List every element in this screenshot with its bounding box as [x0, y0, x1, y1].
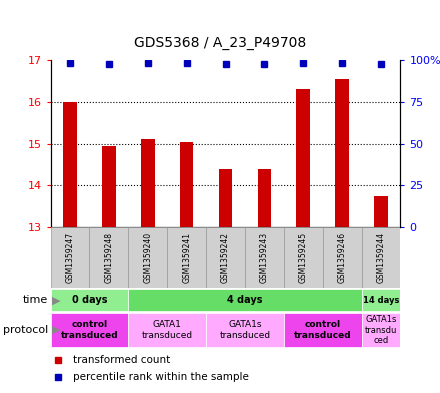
- Text: GSM1359245: GSM1359245: [299, 232, 308, 283]
- Text: percentile rank within the sample: percentile rank within the sample: [73, 372, 249, 382]
- Bar: [89, 227, 128, 288]
- Text: GSM1359248: GSM1359248: [104, 232, 114, 283]
- Bar: [245, 227, 284, 288]
- Bar: [180, 141, 194, 227]
- Text: GSM1359246: GSM1359246: [337, 232, 347, 283]
- Bar: [284, 313, 362, 347]
- Text: 14 days: 14 days: [363, 296, 399, 305]
- Text: control
transduced: control transduced: [61, 320, 118, 340]
- Text: transformed count: transformed count: [73, 355, 171, 365]
- Bar: [362, 313, 400, 347]
- Bar: [51, 289, 128, 311]
- Text: GDS5368 / A_23_P49708: GDS5368 / A_23_P49708: [134, 36, 306, 50]
- Text: control
transduced: control transduced: [294, 320, 352, 340]
- Text: GATA1s
transduced: GATA1s transduced: [220, 320, 271, 340]
- Bar: [51, 227, 89, 288]
- Bar: [51, 313, 128, 347]
- Bar: [128, 227, 167, 288]
- Text: GSM1359241: GSM1359241: [182, 232, 191, 283]
- Bar: [141, 140, 154, 227]
- Bar: [219, 169, 232, 227]
- Bar: [63, 102, 77, 227]
- Bar: [335, 79, 349, 227]
- Text: ▶: ▶: [51, 325, 60, 335]
- Bar: [167, 227, 206, 288]
- Text: GSM1359243: GSM1359243: [260, 232, 269, 283]
- Text: GSM1359242: GSM1359242: [221, 232, 230, 283]
- Bar: [128, 313, 206, 347]
- Text: ▶: ▶: [51, 295, 60, 305]
- Bar: [362, 289, 400, 311]
- Bar: [284, 227, 323, 288]
- Text: GATA1s
transdu
ced: GATA1s transdu ced: [365, 315, 397, 345]
- Text: 4 days: 4 days: [227, 295, 263, 305]
- Bar: [206, 313, 284, 347]
- Bar: [128, 289, 362, 311]
- Text: GSM1359244: GSM1359244: [377, 232, 385, 283]
- Text: GSM1359247: GSM1359247: [66, 232, 74, 283]
- Text: GATA1
transduced: GATA1 transduced: [142, 320, 193, 340]
- Text: time: time: [23, 295, 48, 305]
- Bar: [374, 196, 388, 227]
- Bar: [206, 227, 245, 288]
- Bar: [323, 227, 362, 288]
- Bar: [297, 89, 310, 227]
- Bar: [362, 227, 400, 288]
- Text: 0 days: 0 days: [72, 295, 107, 305]
- Bar: [102, 146, 116, 227]
- Text: GSM1359240: GSM1359240: [143, 232, 152, 283]
- Bar: [257, 169, 271, 227]
- Text: protocol: protocol: [3, 325, 48, 335]
